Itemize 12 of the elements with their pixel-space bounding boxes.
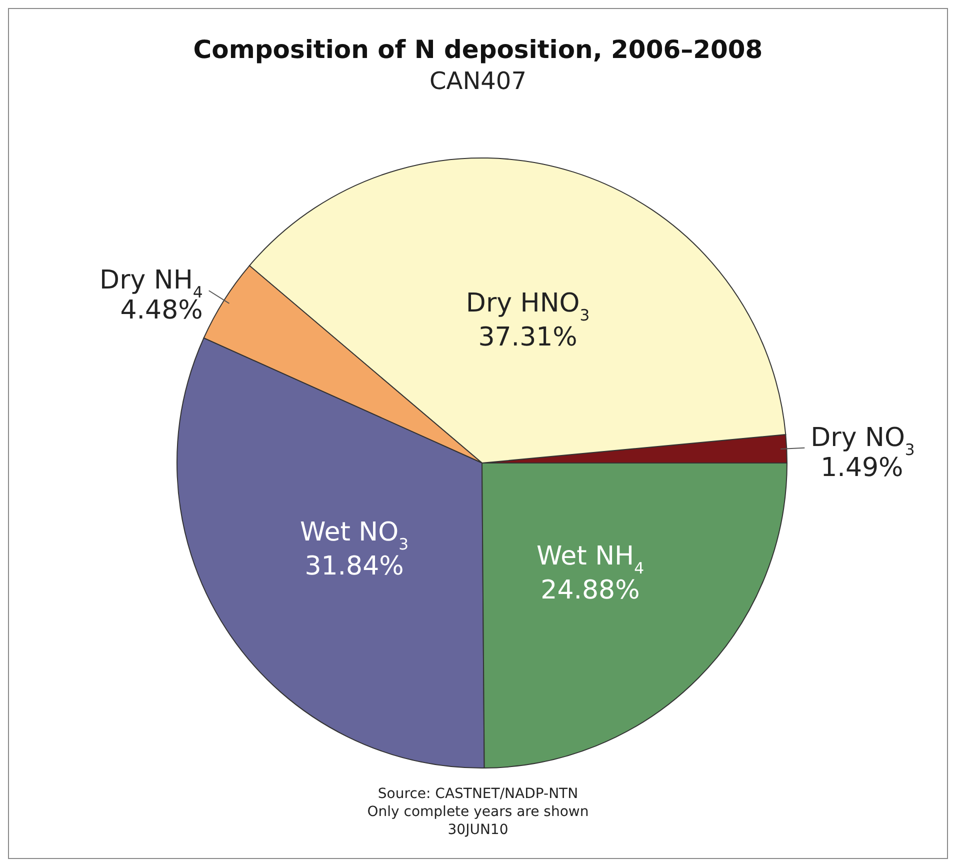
- data-label: 37.31%: [478, 322, 578, 353]
- text: 30JUN10: [446, 821, 510, 839]
- slice-label: Wet NO$_{3}$: [300, 517, 409, 554]
- slice-label: Dry HNO$_{3}$: [466, 288, 590, 325]
- chart-title: Composition of N deposition, 2006–2008: [192, 35, 764, 64]
- chart-subtitle: CAN407: [428, 67, 528, 95]
- text: Only complete years are shown: [366, 803, 590, 821]
- data-label: 24.88%: [540, 575, 640, 606]
- data-label: 31.84%: [304, 551, 404, 582]
- source-note: Source: CASTNET/NADP-NTN: [376, 785, 580, 803]
- data-label: 1.49%: [820, 452, 904, 483]
- slice-label: Wet NH$_{4}$: [536, 541, 644, 578]
